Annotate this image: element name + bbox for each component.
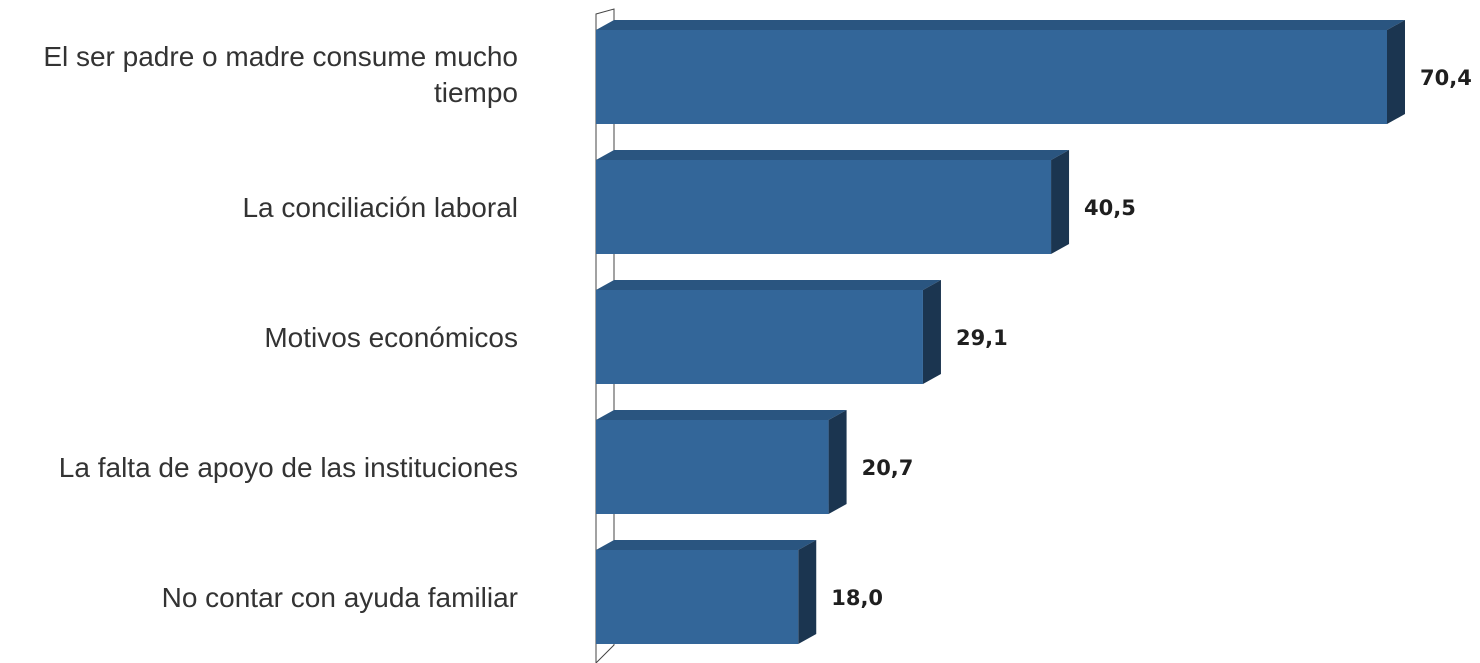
bar: [596, 30, 1387, 124]
value-label: 29,1: [956, 326, 1008, 350]
bar-top-face: [596, 280, 941, 290]
bar: [596, 420, 829, 514]
category-label: La falta de apoyo de las instituciones: [59, 452, 518, 483]
category-label-line: La falta de apoyo de las instituciones: [59, 452, 518, 483]
category-label: El ser padre o madre consume mucho tiempo: [43, 41, 518, 108]
bar-side-face: [828, 410, 847, 514]
category-label-line: tiempo: [434, 77, 518, 108]
bar-side-face: [1387, 20, 1405, 124]
bar: [596, 290, 923, 384]
bar-top-face: [596, 20, 1405, 30]
bar-side-face: [798, 540, 817, 644]
value-label: 18,0: [831, 586, 883, 610]
category-label-line: Motivos económicos: [264, 322, 518, 353]
value-label: 40,5: [1084, 196, 1136, 220]
bar: [596, 550, 799, 644]
bar-side-face: [922, 280, 941, 384]
category-label-line: La conciliación laboral: [242, 192, 518, 223]
bar-top-face: [596, 410, 847, 420]
bar-top-face: [596, 150, 1070, 160]
value-label: 70,4: [1420, 66, 1472, 90]
category-label: La conciliación laboral: [242, 192, 518, 223]
value-label: 20,7: [862, 456, 914, 480]
category-label: Motivos económicos: [264, 322, 518, 353]
bar-side-face: [1051, 150, 1070, 254]
category-label-line: El ser padre o madre consume mucho: [43, 41, 518, 72]
bar-top-face: [596, 540, 817, 550]
category-label-line: No contar con ayuda familiar: [162, 582, 518, 613]
category-label: No contar con ayuda familiar: [162, 582, 518, 613]
bar: [596, 160, 1052, 254]
